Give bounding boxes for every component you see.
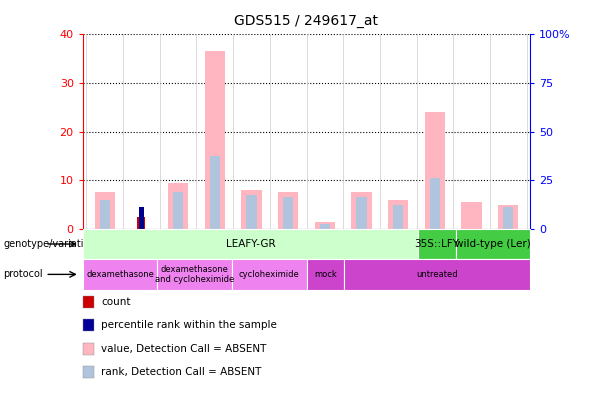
Bar [430, 178, 440, 229]
Bar [503, 207, 513, 229]
Text: 35S::LFY: 35S::LFY [414, 239, 460, 249]
Text: value, Detection Call = ABSENT: value, Detection Call = ABSENT [101, 344, 267, 354]
Bar [320, 224, 330, 229]
Bar [283, 197, 293, 229]
Bar [210, 156, 220, 229]
Bar [168, 183, 188, 229]
Bar [314, 222, 335, 229]
Bar [393, 205, 403, 229]
Text: LEAFY-GR: LEAFY-GR [226, 239, 275, 249]
Text: genotype/variation: genotype/variation [3, 239, 96, 249]
Text: untreated: untreated [416, 270, 458, 279]
Text: cycloheximide: cycloheximide [239, 270, 300, 279]
Bar [242, 190, 262, 229]
Bar [278, 192, 299, 229]
Text: wild-type (Ler): wild-type (Ler) [455, 239, 531, 249]
Bar [356, 197, 367, 229]
Text: count: count [101, 297, 131, 307]
Bar [100, 200, 110, 229]
Bar [462, 202, 482, 229]
Bar [173, 192, 183, 229]
Bar [139, 207, 144, 229]
Text: dexamethasone
and cycloheximide: dexamethasone and cycloheximide [155, 265, 234, 284]
Bar [246, 195, 257, 229]
Text: mock: mock [314, 270, 337, 279]
Text: protocol: protocol [3, 269, 43, 279]
Bar [425, 112, 445, 229]
Text: rank, Detection Call = ABSENT: rank, Detection Call = ABSENT [101, 367, 262, 377]
Bar [205, 51, 225, 229]
Bar [498, 205, 519, 229]
Text: percentile rank within the sample: percentile rank within the sample [101, 320, 277, 330]
Text: dexamethasone: dexamethasone [86, 270, 154, 279]
Bar [351, 192, 371, 229]
Text: GDS515 / 249617_at: GDS515 / 249617_at [235, 14, 378, 28]
Bar [388, 200, 408, 229]
Bar [137, 217, 145, 229]
Bar [94, 192, 115, 229]
